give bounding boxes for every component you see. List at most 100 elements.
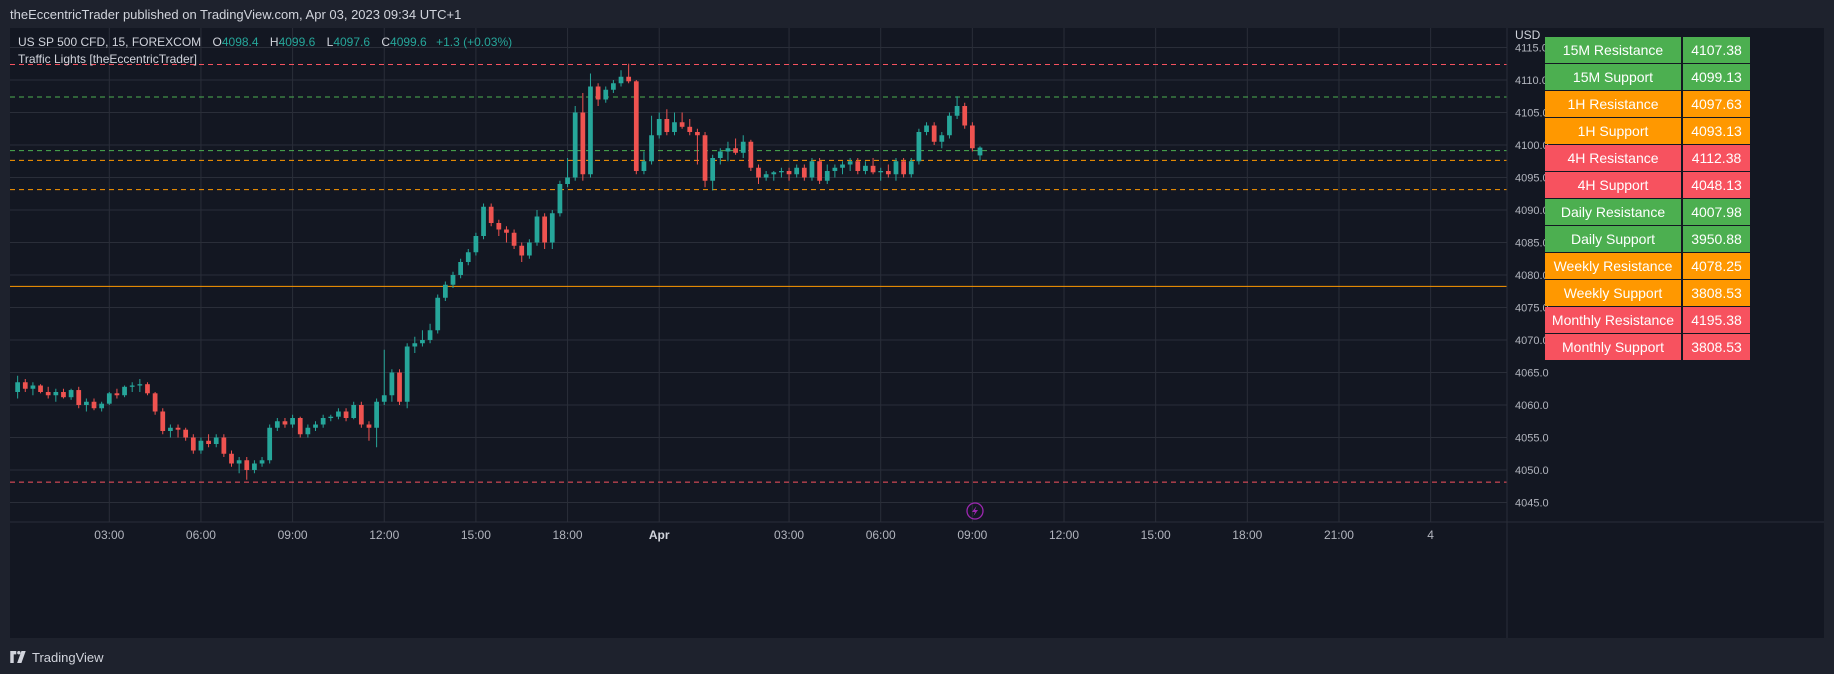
publisher-text: theEccentricTrader published on TradingV… [10, 7, 462, 22]
level-label: 15M Resistance [1545, 37, 1681, 63]
level-label: 15M Support [1545, 64, 1681, 90]
candle-body [358, 405, 364, 425]
candle-body [572, 112, 578, 178]
candle-body [549, 213, 555, 243]
ohlc-legend: US SP 500 CFD, 15, FOREXCOM O4098.4 H409… [18, 35, 512, 49]
candle-body [129, 385, 135, 387]
candle-body [450, 275, 456, 285]
open-label: O [212, 35, 222, 49]
candle-body [183, 429, 189, 438]
level-row: 4H Support 4048.13 [1545, 172, 1750, 199]
level-row: 15M Resistance 4107.38 [1545, 37, 1750, 64]
candle-body [137, 384, 143, 386]
candle-body [305, 427, 311, 435]
candle-body [962, 106, 968, 126]
candle-body [84, 401, 89, 405]
y-tick-label: 4095.0 [1515, 173, 1549, 185]
candle-body [824, 171, 830, 181]
candle-body [679, 122, 685, 127]
low-label: L [326, 35, 334, 49]
y-tick-label: 4090.0 [1515, 205, 1549, 217]
candle-body [618, 76, 624, 84]
candle-body [496, 223, 502, 230]
y-tick-label: 4105.0 [1515, 108, 1549, 120]
y-tick-label: 4085.0 [1515, 238, 1549, 250]
level-label: Weekly Resistance [1545, 253, 1681, 279]
candle-body [580, 112, 586, 175]
y-tick-label: 4045.0 [1515, 498, 1549, 510]
candle-body [145, 384, 150, 394]
candle-body [313, 424, 318, 428]
candle-body [954, 106, 960, 116]
level-value: 4007.98 [1683, 199, 1750, 225]
level-label: 4H Support [1545, 172, 1681, 198]
candle-body [817, 161, 822, 181]
x-tick-label: 06:00 [866, 528, 896, 542]
candle-body [420, 340, 425, 344]
candle-body [611, 83, 616, 90]
candle-body [259, 460, 265, 464]
candle-body [901, 161, 906, 175]
candlestick-chart[interactable]: USD 4045.0 4050.0 4055.0 4060.0 4065.0 4070.0… [10, 28, 1824, 638]
symbol-title[interactable]: US SP 500 CFD, 15, FOREXCOM [18, 35, 202, 49]
lightning-icon[interactable] [966, 502, 984, 520]
level-row: Daily Resistance 4007.98 [1545, 199, 1750, 226]
candle-body [603, 89, 609, 100]
candle-body [122, 386, 127, 396]
candle-body [664, 119, 670, 132]
level-value: 3950.88 [1683, 226, 1750, 252]
candle-body [878, 171, 884, 173]
candle-body [710, 158, 716, 181]
candle-body [939, 135, 945, 142]
candle-body [336, 411, 341, 417]
candle-body [687, 126, 693, 132]
candle-body [412, 343, 418, 347]
footer-brand: TradingView [10, 646, 104, 668]
y-tick-label: 4070.0 [1515, 335, 1549, 347]
level-value: 3808.53 [1683, 334, 1750, 360]
level-row: Weekly Resistance 4078.25 [1545, 253, 1750, 280]
x-tick-label: Apr [649, 528, 670, 542]
indicator-legend[interactable]: Traffic Lights [theEccentricTrader] [18, 52, 197, 66]
candle-body [435, 297, 441, 331]
indicator-title[interactable]: Traffic Lights [theEccentricTrader] [18, 52, 197, 66]
level-value: 4195.38 [1683, 307, 1750, 333]
level-value: 3808.53 [1683, 280, 1750, 306]
price-axis[interactable]: 4045.0 4050.0 4055.0 4060.0 4065.0 4070.0 4075… [1515, 43, 1549, 510]
candle-body [840, 164, 845, 168]
candle-body [106, 393, 112, 404]
candle-body [649, 135, 654, 162]
time-axis[interactable]: 03:00 06:00 09:00 12:00 15:00 18:00 Apr 03:00 06… [94, 528, 1434, 542]
level-label: Weekly Support [1545, 280, 1681, 306]
x-tick-label: 06:00 [186, 528, 216, 542]
candle-body [488, 206, 494, 223]
candle-body [595, 86, 601, 100]
candle-body [832, 167, 838, 171]
candle-body [381, 395, 387, 402]
x-tick-label: 12:00 [1049, 528, 1079, 542]
candle-body [465, 252, 471, 262]
candles [15, 63, 983, 480]
level-label: Daily Support [1545, 226, 1681, 252]
x-tick-label: 4 [1427, 528, 1434, 542]
footer-brand-text: TradingView [32, 649, 104, 665]
candle-body [168, 427, 173, 431]
y-tick-label: 4075.0 [1515, 303, 1549, 315]
candle-body [404, 346, 410, 402]
chart-frame[interactable]: USD 4045.0 4050.0 4055.0 4060.0 4065.0 4070.0… [10, 28, 1824, 638]
y-tick-label: 4100.0 [1515, 140, 1549, 152]
candle-body [427, 330, 433, 340]
candle-body [267, 427, 273, 461]
candle-body [244, 460, 250, 470]
level-label: 1H Support [1545, 118, 1681, 144]
level-row: Weekly Support 3808.53 [1545, 280, 1750, 307]
candle-body [794, 167, 800, 175]
level-row: 4H Resistance 4112.38 [1545, 145, 1750, 172]
candle-body [870, 165, 876, 173]
candle-body [893, 161, 899, 175]
x-tick-label: 12:00 [369, 528, 399, 542]
close-value: 4099.6 [390, 35, 427, 49]
level-row: Monthly Resistance 4195.38 [1545, 307, 1750, 334]
candle-body [763, 174, 769, 178]
candle-body [328, 416, 334, 418]
